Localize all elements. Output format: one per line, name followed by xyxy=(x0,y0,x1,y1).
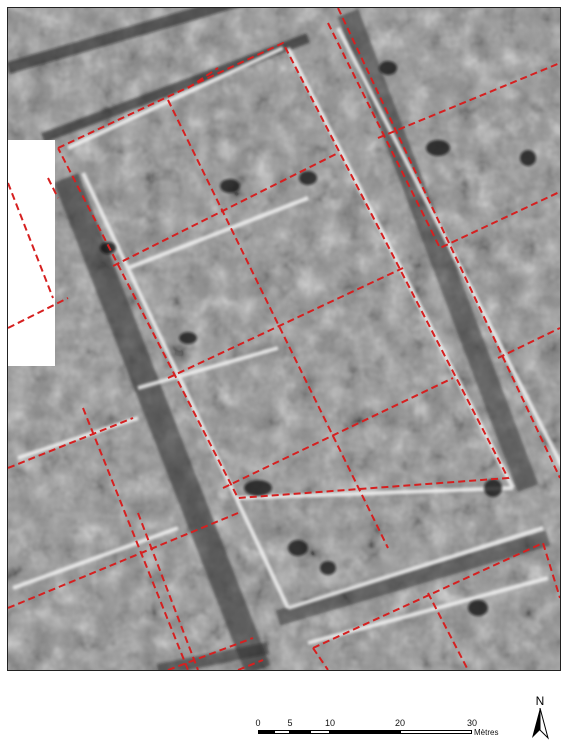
survey-map-canvas xyxy=(8,8,560,670)
unsurveyed-area xyxy=(8,140,55,366)
north-letter: N xyxy=(535,694,545,708)
north-arrow-icon xyxy=(532,708,549,740)
scale-segment xyxy=(274,730,290,734)
scale-tick-30: 30 xyxy=(466,718,478,728)
pit-anomalies xyxy=(100,61,536,616)
scale-segment xyxy=(400,730,472,734)
scale-bar: 0 5 10 20 30 Mètres xyxy=(254,718,516,742)
north-arrow: N xyxy=(528,694,552,740)
scale-unit: Mètres xyxy=(474,728,499,737)
scale-tick-0: 0 xyxy=(255,718,261,728)
scale-segment xyxy=(310,730,330,734)
survey-map[interactable] xyxy=(7,7,561,671)
scale-tick-20: 20 xyxy=(394,718,406,728)
scale-tick-5: 5 xyxy=(287,718,293,728)
scale-segment xyxy=(258,730,274,734)
interpretation-grid xyxy=(8,8,560,670)
scale-segment xyxy=(330,730,400,734)
scale-segment xyxy=(290,730,310,734)
scale-tick-10: 10 xyxy=(324,718,336,728)
